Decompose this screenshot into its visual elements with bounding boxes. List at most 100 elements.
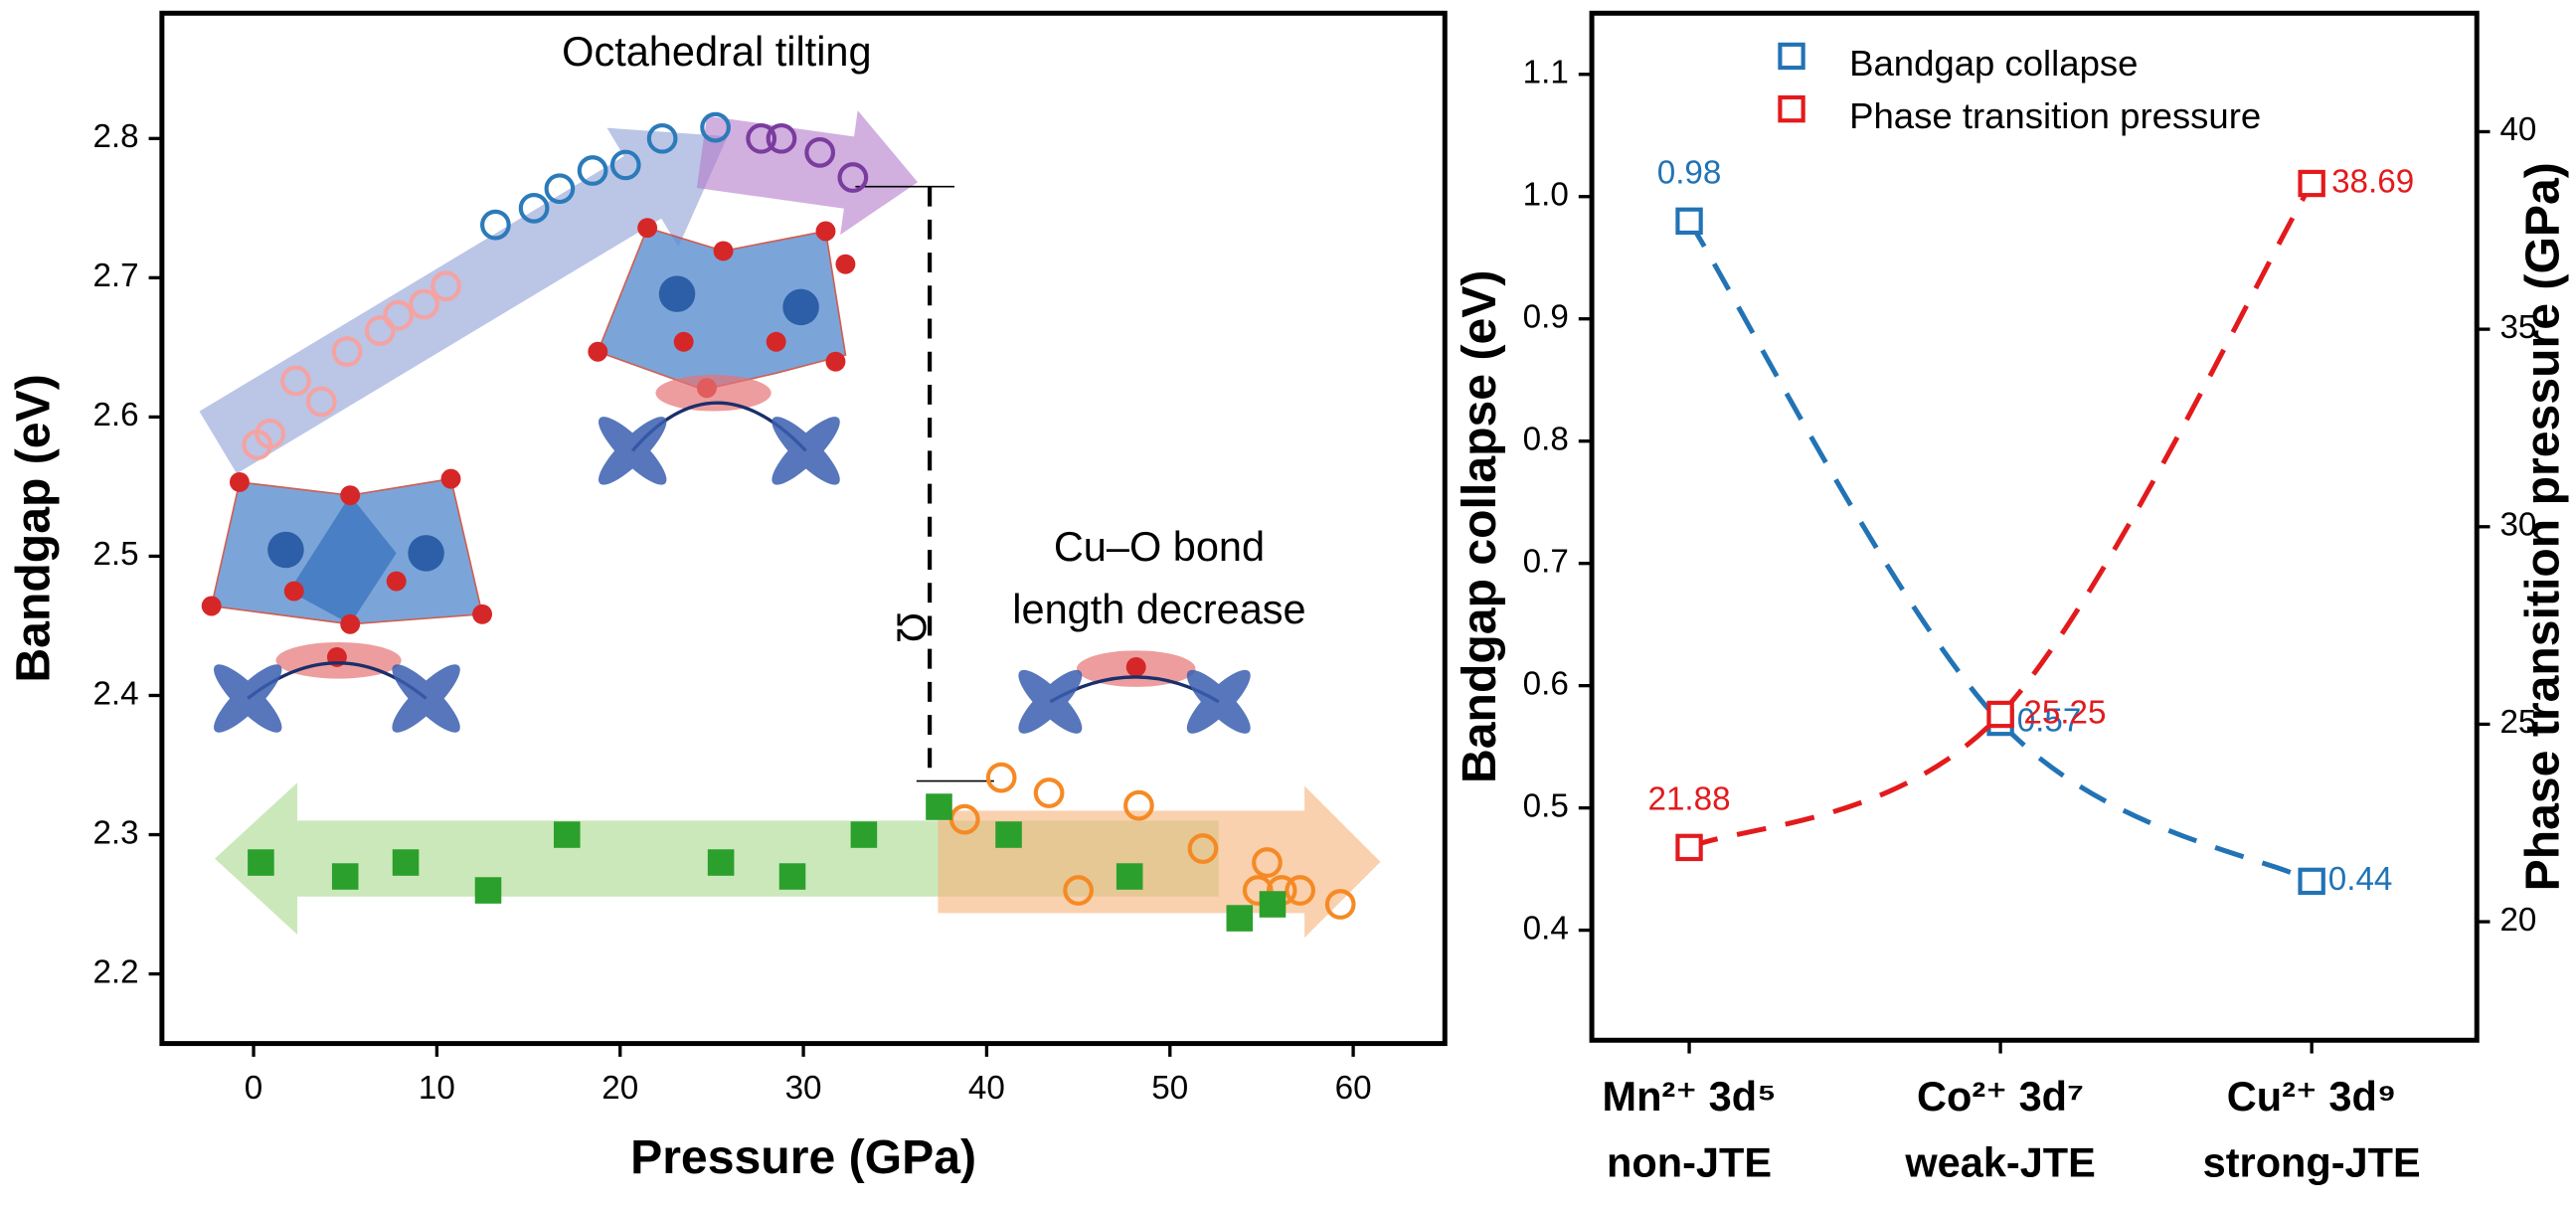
point	[778, 863, 806, 890]
point	[255, 418, 285, 449]
x-tick-label: 10	[419, 1070, 455, 1107]
point	[480, 209, 511, 241]
crystal-illustration	[201, 468, 493, 733]
point	[518, 192, 550, 224]
point	[577, 155, 608, 186]
y-tick-label: 2.2	[92, 953, 138, 990]
point	[409, 288, 439, 320]
point	[646, 122, 678, 154]
y-tick-label: 0.6	[1523, 665, 1569, 702]
point	[1033, 777, 1065, 808]
point	[804, 136, 836, 168]
point	[1116, 863, 1143, 890]
point	[1675, 207, 1703, 236]
y2-axis-label: Phase transition pressure (GPa)	[2516, 162, 2570, 891]
value-label: 38.69	[2331, 163, 2414, 200]
series-line	[1688, 182, 2315, 850]
point	[1675, 833, 1703, 862]
y2-tick-label: 30	[2499, 507, 2536, 544]
point	[383, 299, 415, 331]
value-label: 0.57	[2017, 702, 2082, 739]
y-tick-label: 2.7	[92, 258, 138, 294]
annotation: Cu–O bond	[1054, 523, 1265, 570]
point	[1123, 789, 1154, 821]
point	[1285, 875, 1316, 906]
point	[1187, 833, 1219, 864]
x-tick-label: 40	[968, 1070, 1005, 1107]
point	[1063, 875, 1094, 906]
crystal-illustration	[588, 218, 856, 485]
legend-marker	[1778, 42, 1805, 71]
bond-arrow	[938, 785, 1381, 939]
point	[926, 793, 952, 820]
legend-marker	[1778, 94, 1805, 123]
point	[985, 762, 1017, 793]
point	[1226, 905, 1254, 932]
x-tick-label: 0	[245, 1070, 262, 1107]
x-tick-label: 20	[601, 1070, 638, 1107]
tilt-arrow	[199, 127, 728, 474]
y-tick-label: 0.8	[1523, 421, 1569, 457]
point	[553, 821, 581, 848]
series-line	[1686, 220, 2314, 884]
point	[850, 821, 878, 848]
y-axis-label: Bandgap collapse (eV)	[1453, 270, 1506, 783]
legend-label: Bandgap collapse	[1849, 43, 2138, 84]
y-axis-label: Bandgap (eV)	[6, 374, 60, 682]
point	[364, 315, 396, 346]
point	[837, 162, 869, 193]
y-tick-label: 2.5	[92, 536, 138, 573]
x-axis-label: Pressure (GPa)	[630, 1130, 976, 1184]
x-tick-label: Cu²⁺ 3d⁹	[2227, 1073, 2397, 1120]
point	[707, 849, 735, 876]
point	[1252, 847, 1283, 878]
point	[544, 173, 576, 205]
point	[746, 122, 777, 154]
y-tick-label: 1.0	[1523, 177, 1569, 214]
y-tick-label: 0.7	[1523, 543, 1569, 580]
y-tick-label: 2.8	[92, 118, 138, 155]
point	[1324, 889, 1356, 920]
x-tick-label: non-JTE	[1607, 1138, 1772, 1185]
point	[2298, 867, 2325, 896]
x-tick-label: Mn²⁺ 3d⁵	[1603, 1073, 1777, 1120]
y2-tick-label: 25	[2499, 704, 2536, 741]
y-tick-label: 2.4	[92, 675, 138, 712]
point	[766, 122, 797, 154]
y2-tick-label: 35	[2499, 309, 2536, 346]
value-label: 25.25	[2023, 694, 2106, 731]
y-tick-label: 1.1	[1523, 55, 1569, 91]
y-tick-label: 2.6	[92, 397, 138, 433]
x-tick-label: 50	[1151, 1070, 1188, 1107]
y-tick-label: 0.5	[1523, 787, 1569, 824]
y-tick-label: 0.4	[1523, 910, 1569, 947]
point	[995, 821, 1022, 848]
point	[331, 863, 359, 890]
y-tick-label: 2.3	[92, 814, 138, 851]
x-tick-label: 60	[1335, 1070, 1372, 1107]
point	[2298, 169, 2325, 198]
y2-tick-label: 40	[2499, 111, 2536, 148]
y2-tick-label: 20	[2499, 902, 2536, 939]
point	[430, 270, 461, 302]
point	[280, 365, 311, 397]
point	[609, 149, 641, 181]
point	[1259, 891, 1287, 918]
point	[1986, 700, 2014, 729]
x-tick-label: strong-JTE	[2203, 1138, 2421, 1185]
collapse-indicator	[855, 185, 994, 782]
point	[248, 849, 274, 876]
value-label: 21.88	[1648, 781, 1731, 818]
annotation: Ω	[889, 612, 936, 643]
annotation: Octahedral tilting	[562, 28, 871, 75]
point	[700, 111, 731, 143]
tilt-arrow-end	[696, 110, 919, 236]
annotation: length decrease	[1012, 586, 1305, 632]
point	[305, 386, 337, 418]
value-label: 0.44	[2328, 861, 2393, 898]
crystal-illustration	[1018, 650, 1251, 734]
point	[331, 336, 363, 367]
x-tick-label: 30	[785, 1070, 822, 1107]
value-label: 0.98	[1657, 155, 1722, 192]
